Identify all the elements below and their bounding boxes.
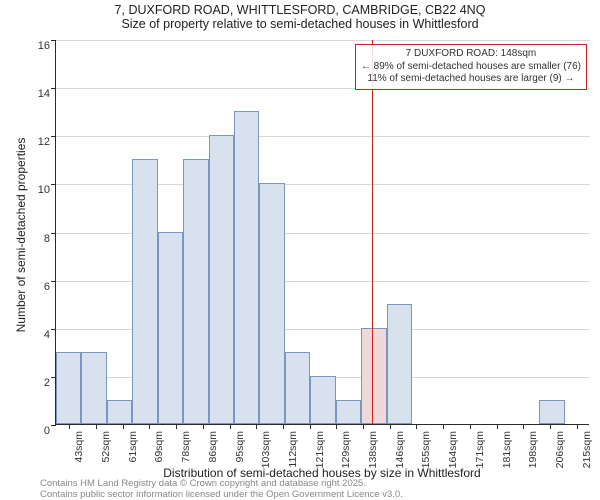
y-axis-label: Number of semi-detached properties [14, 120, 28, 350]
xtick-mark [550, 424, 551, 429]
xtick-mark [283, 424, 284, 429]
ytick-mark [51, 233, 56, 234]
histogram-bar [361, 328, 386, 424]
ytick-label: 12 [28, 136, 50, 148]
xtick-label: 95sqm [234, 431, 246, 463]
annotation-box: 7 DUXFORD ROAD: 148sqm← 89% of semi-deta… [355, 44, 587, 90]
ytick-label: 10 [28, 184, 50, 196]
histogram-bar [81, 352, 106, 424]
xtick-label: 61sqm [127, 431, 139, 463]
xtick-mark [149, 424, 150, 429]
ytick-mark [51, 281, 56, 282]
ytick-label: 4 [28, 329, 50, 341]
histogram-bar [539, 400, 564, 424]
xtick-mark [443, 424, 444, 429]
chart-container: 024681012141643sqm52sqm61sqm69sqm78sqm86… [55, 40, 589, 425]
title-line-2: Size of property relative to semi-detach… [0, 17, 600, 31]
xtick-label: 138sqm [367, 431, 379, 468]
ytick-label: 0 [28, 425, 50, 437]
annotation-line: 7 DUXFORD ROAD: 148sqm [361, 48, 581, 61]
xtick-mark [390, 424, 391, 429]
plot-area: 024681012141643sqm52sqm61sqm69sqm78sqm86… [55, 40, 589, 425]
xtick-label: 129sqm [340, 431, 352, 468]
reference-line [372, 40, 373, 424]
ytick-mark [51, 136, 56, 137]
histogram-bar [310, 376, 335, 424]
histogram-bar [285, 352, 310, 424]
xtick-label: 121sqm [314, 431, 326, 468]
footer-line-1: Contains HM Land Registry data © Crown c… [40, 478, 366, 489]
xtick-label: 206sqm [554, 431, 566, 468]
histogram-bar [107, 400, 132, 424]
chart-title: 7, DUXFORD ROAD, WHITTLESFORD, CAMBRIDGE… [0, 3, 600, 31]
ytick-mark [51, 425, 56, 426]
ytick-mark [51, 40, 56, 41]
xtick-label: 69sqm [153, 431, 165, 463]
histogram-bar [183, 159, 208, 424]
ytick-label: 16 [28, 40, 50, 52]
xtick-label: 215sqm [581, 431, 593, 468]
ytick-label: 14 [28, 88, 50, 100]
histogram-bar [56, 352, 81, 424]
xtick-label: 155sqm [420, 431, 432, 468]
xtick-label: 146sqm [394, 431, 406, 468]
xtick-mark [310, 424, 311, 429]
xtick-mark [230, 424, 231, 429]
annotation-line: 11% of semi-detached houses are larger (… [361, 73, 581, 86]
xtick-label: 86sqm [207, 431, 219, 463]
title-line-1: 7, DUXFORD ROAD, WHITTLESFORD, CAMBRIDGE… [0, 3, 600, 17]
histogram-bar [259, 183, 284, 424]
gridline [56, 136, 590, 137]
ytick-mark [51, 184, 56, 185]
xtick-mark [470, 424, 471, 429]
ytick-label: 8 [28, 233, 50, 245]
xtick-mark [69, 424, 70, 429]
histogram-bar [234, 111, 259, 424]
xtick-mark [416, 424, 417, 429]
xtick-mark [203, 424, 204, 429]
histogram-bar [132, 159, 157, 424]
histogram-bar [158, 232, 183, 425]
ytick-mark [51, 88, 56, 89]
xtick-mark [523, 424, 524, 429]
histogram-bar [336, 400, 361, 424]
ytick-label: 6 [28, 281, 50, 293]
ytick-label: 2 [28, 377, 50, 389]
xtick-label: 181sqm [501, 431, 513, 468]
xtick-label: 112sqm [287, 431, 299, 468]
xtick-label: 171sqm [474, 431, 486, 468]
histogram-bar [209, 135, 234, 424]
xtick-mark [336, 424, 337, 429]
xtick-label: 52sqm [100, 431, 112, 463]
xtick-mark [497, 424, 498, 429]
xtick-mark [577, 424, 578, 429]
xtick-mark [256, 424, 257, 429]
ytick-mark [51, 329, 56, 330]
xtick-label: 198sqm [527, 431, 539, 468]
xtick-mark [176, 424, 177, 429]
xtick-mark [363, 424, 364, 429]
xtick-mark [96, 424, 97, 429]
gridline [56, 40, 590, 41]
histogram-bar [387, 304, 412, 424]
xtick-mark [123, 424, 124, 429]
xtick-label: 43sqm [73, 431, 85, 463]
annotation-line: ← 89% of semi-detached houses are smalle… [361, 61, 581, 74]
footer-line-2: Contains public sector information licen… [40, 489, 403, 500]
xtick-label: 164sqm [447, 431, 459, 468]
xtick-label: 103sqm [260, 431, 272, 468]
xtick-label: 78sqm [180, 431, 192, 463]
